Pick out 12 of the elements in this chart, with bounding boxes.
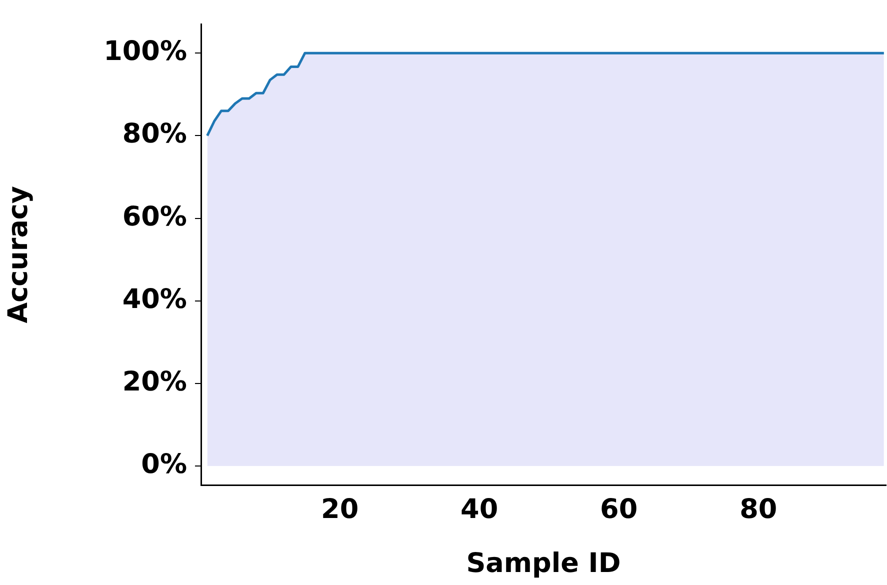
y-tick-label: 100%: [104, 36, 187, 68]
y-tick-label: 40%: [122, 284, 187, 315]
y-tick-label: 20%: [122, 366, 187, 398]
y-tick-label: 60%: [122, 201, 187, 232]
x-tick-label: 40: [460, 494, 498, 526]
y-tick-label: 0%: [141, 449, 187, 480]
y-axis-title: Accuracy: [3, 186, 34, 324]
x-tick-label: 20: [321, 494, 359, 526]
x-axis-title: Sample ID: [466, 548, 621, 579]
x-tick-label: 80: [740, 494, 778, 526]
y-tick-label: 80%: [122, 118, 187, 150]
x-tick-label: 60: [600, 494, 638, 526]
